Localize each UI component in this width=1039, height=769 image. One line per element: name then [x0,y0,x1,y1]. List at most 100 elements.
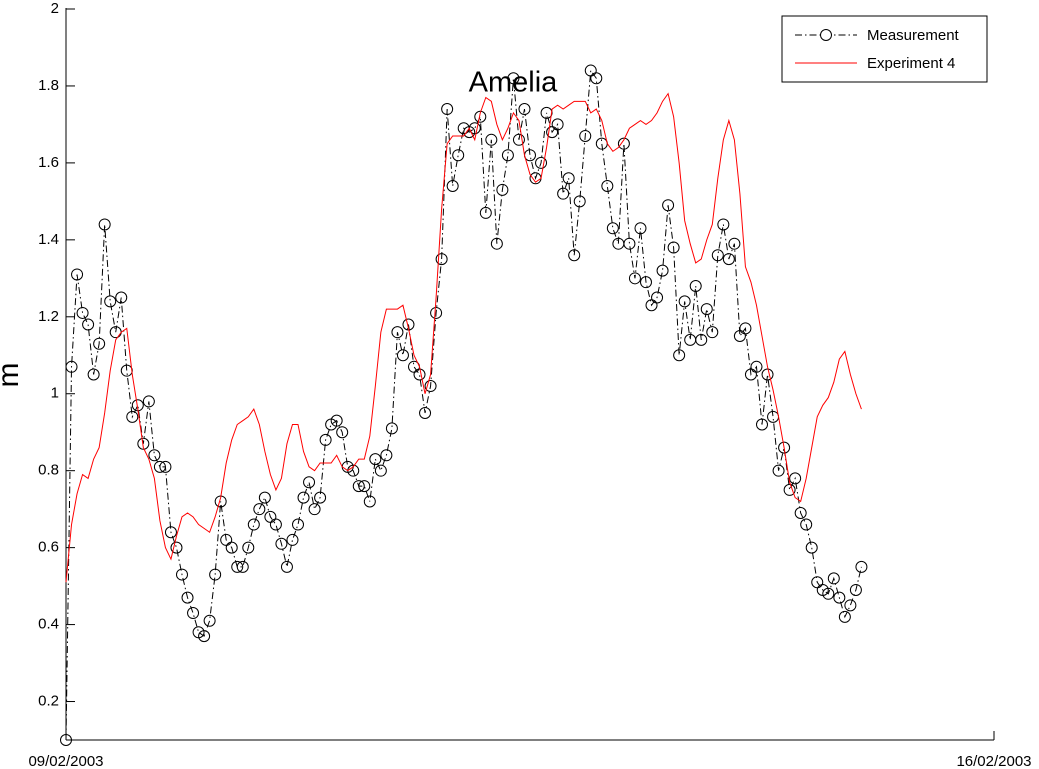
data-point [153,460,166,473]
data-point [689,280,702,293]
data-point [65,360,78,373]
data-point [76,306,89,319]
data-point [98,218,111,231]
data-point [435,253,448,266]
data-point [579,129,592,142]
data-point [700,303,713,316]
data-point [540,106,553,119]
data-point [667,241,680,254]
y-tick-label: 1 [51,385,59,402]
data-point [640,276,652,289]
data-point [662,199,675,212]
data-point [479,206,492,219]
data-point [275,537,288,550]
data-point [280,560,293,573]
data-point [789,472,802,485]
data-point [805,541,818,554]
y-tick-label: 2 [51,0,59,17]
y-tick-label: 1.2 [38,308,59,325]
data-point [303,476,316,489]
data-point [827,572,840,585]
data-point [634,222,647,235]
data-point [601,179,614,192]
data-point [419,406,432,419]
data-point [176,568,188,581]
y-tick-label: 0.8 [38,462,59,479]
data-point [330,414,343,427]
data-point [822,587,835,600]
data-point [242,541,255,554]
data-point [750,360,763,373]
y-tick-label: 0.6 [38,539,59,556]
data-point [446,179,459,192]
data-point [60,734,72,746]
data-point [761,368,774,381]
data-point [336,426,349,439]
data-point [606,222,619,235]
y-tick-label: 1.6 [38,154,59,171]
data-point [717,218,730,231]
data-point [104,295,117,308]
y-axis-label: m [0,363,25,388]
data-point [651,291,664,304]
data-point [286,533,299,546]
data-point [452,149,465,162]
data-point [728,237,741,250]
data-point [247,518,260,531]
data-point [292,518,304,531]
data-point [557,187,570,200]
data-point [656,264,669,277]
legend-marker [820,29,832,41]
x-tick-label: 16/02/2003 [956,753,1031,769]
data-point [673,349,686,362]
data-point [164,526,177,539]
data-point [363,495,376,508]
data-point [706,326,719,339]
data-point [385,422,398,435]
legend: Measurement Experiment 4 [781,15,988,83]
data-point [352,480,365,493]
data-point [170,541,183,554]
data-point [93,337,106,350]
data-point [391,326,404,339]
data-point [71,268,84,281]
data-point [551,118,564,131]
data-point [722,253,735,266]
data-point [849,583,862,596]
data-point [142,395,155,408]
data-point [396,349,409,362]
data-point [181,591,194,604]
data-point [695,333,708,346]
data-point [772,464,785,477]
data-point [678,295,691,308]
data-point [628,272,641,285]
data-point [711,249,724,262]
data-point [756,418,768,431]
data-point [258,491,271,504]
data-point [568,249,581,262]
data-point [380,449,393,462]
data-point [507,72,520,85]
y-tick-label: 1.8 [38,77,59,94]
data-point [253,503,266,516]
data-point [225,541,238,554]
data-point [474,110,487,123]
data-point [314,491,327,504]
data-point [441,103,454,116]
data-point [485,133,498,146]
data-point [855,560,868,573]
data-point [535,156,548,169]
data-point [413,368,426,381]
data-point [838,610,851,623]
data-point [778,441,791,454]
data-point [496,183,509,196]
data-point [231,560,244,573]
data-point [319,433,332,446]
y-tick-label: 0.2 [38,692,59,709]
data-point [512,133,525,146]
data-point [374,464,387,477]
data-point [584,64,597,77]
y-tick-label: 1.4 [38,231,59,248]
